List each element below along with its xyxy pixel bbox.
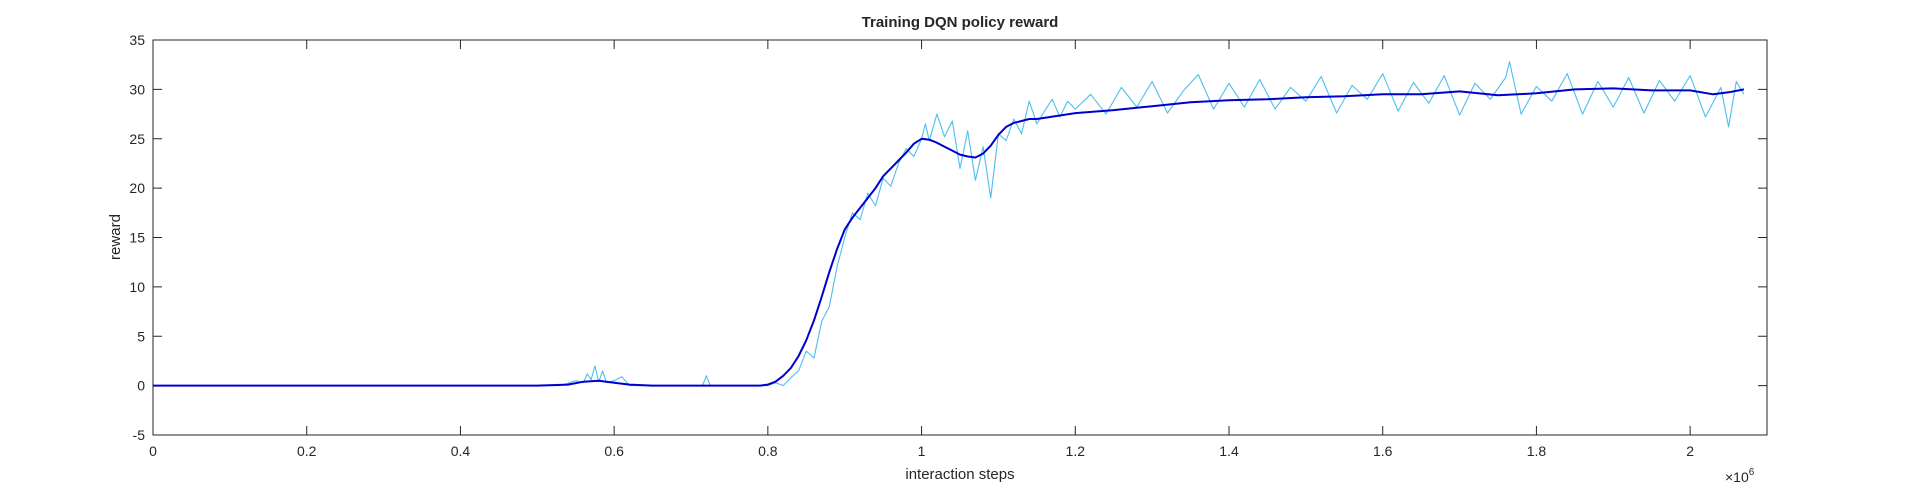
series-layer xyxy=(153,61,1745,387)
y-tick-label: 0 xyxy=(137,378,145,394)
plot-area xyxy=(152,39,1768,436)
x-tick-label: 1 xyxy=(918,443,926,459)
x-tick-label: 0.6 xyxy=(604,443,624,459)
x-tick-label: 1.8 xyxy=(1527,443,1547,459)
x-multiplier-exponent: 6 xyxy=(1749,467,1755,478)
y-tick-label: 35 xyxy=(129,32,145,48)
x-tick-label: 1.4 xyxy=(1219,443,1239,459)
y-tick-label: -5 xyxy=(133,427,146,443)
y-tick-label: 25 xyxy=(129,131,145,147)
x-tick-label: 1.2 xyxy=(1066,443,1086,459)
y-axis-label: reward xyxy=(107,214,124,260)
x-tick-label: 0.2 xyxy=(297,443,317,459)
y-tick-label: 10 xyxy=(129,279,145,295)
y-tick-label: 30 xyxy=(129,81,145,97)
x-axis-label: interaction steps xyxy=(905,466,1014,483)
y-tick-label: 20 xyxy=(129,180,145,196)
smoothed-reward-line xyxy=(153,87,1745,387)
x-axis-multiplier: ×106 xyxy=(1725,467,1755,485)
y-axis: -5 0 5 10 15 20 25 30 35 xyxy=(129,32,1767,443)
x-tick-label: 0.8 xyxy=(758,443,778,459)
x-axis: 0 0.2 0.4 0.6 0.8 1 1.2 1.4 1.6 1.8 2 xyxy=(149,40,1694,459)
y-tick-label: 15 xyxy=(129,230,145,246)
chart-title: Training DQN policy reward xyxy=(862,14,1059,31)
x-multiplier-base: ×10 xyxy=(1725,469,1749,485)
x-tick-label: 0.4 xyxy=(451,443,471,459)
x-tick-label: 1.6 xyxy=(1373,443,1393,459)
y-tick-label: 5 xyxy=(137,328,145,344)
x-tick-label: 0 xyxy=(149,443,157,459)
x-tick-label: 2 xyxy=(1686,443,1694,459)
